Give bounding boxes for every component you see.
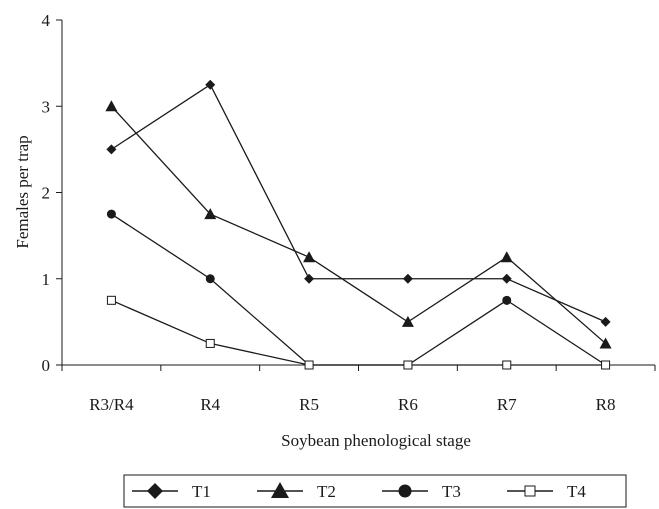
data-point-t4 (403, 360, 413, 370)
x-tick-label: R4 (200, 395, 220, 414)
data-point-t4 (304, 360, 314, 370)
x-tick-label: R3/R4 (89, 395, 134, 414)
data-point-t4 (502, 360, 512, 370)
series-layer (105, 79, 612, 370)
data-point-t4 (205, 338, 215, 348)
data-point-t1 (106, 144, 117, 155)
legend-item-t3: T3 (382, 482, 461, 501)
x-tick-label: R6 (398, 395, 418, 414)
y-tick-label: 1 (42, 270, 51, 289)
series-t2 (105, 100, 612, 349)
x-ticks: R3/R4 R4 R5 R6 R7 R8 (61, 365, 656, 414)
legend-item-t4: T4 (507, 482, 586, 501)
series-line-t2 (110, 105, 607, 344)
data-point-t2 (599, 337, 612, 349)
legend-label: T3 (442, 482, 461, 501)
data-point-t1 (205, 79, 216, 90)
data-point-t1 (402, 273, 413, 284)
data-point-t4 (106, 295, 116, 305)
legend-label: T1 (192, 482, 211, 501)
series-line-t4 (111, 299, 606, 366)
legend: T1 T2 T3 T4 (123, 474, 627, 508)
legend-marker (271, 482, 289, 498)
y-tick-label: 3 (42, 97, 51, 116)
data-point-t2 (204, 208, 217, 220)
legend-label: T4 (567, 482, 586, 501)
y-axis-label: Females per trap (13, 135, 32, 248)
x-tick-label: R5 (299, 395, 319, 414)
y-tick-label: 0 (42, 356, 51, 375)
data-point-t1 (304, 273, 315, 284)
data-point-t3 (106, 209, 116, 219)
legend-marker (524, 485, 536, 497)
legend-label: T2 (317, 482, 336, 501)
data-point-t4 (601, 360, 611, 370)
legend-marker (398, 484, 412, 498)
x-tick-label: R7 (497, 395, 517, 414)
legend-item-t1: T1 (132, 482, 211, 501)
y-tick-label: 2 (42, 184, 51, 203)
data-point-t3 (205, 274, 215, 284)
data-point-t2 (401, 315, 414, 327)
axes (61, 20, 655, 366)
y-ticks: 0 1 2 3 4 (42, 11, 62, 375)
series-t1 (106, 79, 611, 327)
legend-item-t2: T2 (257, 482, 336, 501)
data-point-t3 (502, 295, 512, 305)
x-tick-label: R8 (596, 395, 616, 414)
legend-marker (147, 483, 163, 499)
series-t4 (106, 295, 611, 370)
data-point-t2 (105, 100, 118, 112)
data-point-t2 (303, 251, 316, 263)
y-tick-label: 4 (42, 11, 51, 30)
x-axis-label: Soybean phenological stage (281, 431, 471, 450)
data-point-t1 (600, 316, 611, 327)
series-line-t1 (111, 83, 606, 323)
data-point-t2 (500, 251, 513, 263)
data-point-t1 (501, 273, 512, 284)
